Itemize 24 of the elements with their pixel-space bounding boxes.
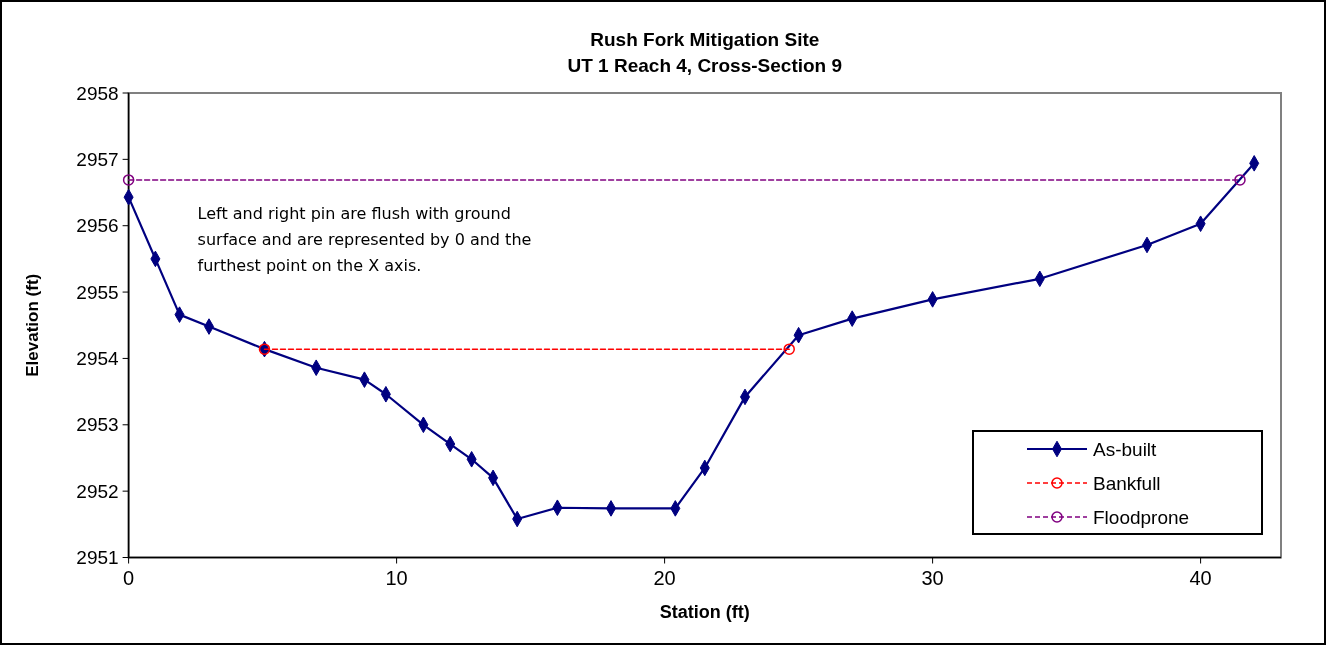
y-tick-label: 2956 <box>76 215 119 237</box>
y-tick-label: 2957 <box>76 149 119 171</box>
y-tick-label: 2954 <box>76 348 120 370</box>
x-axis-title: Station (ft) <box>659 602 750 622</box>
x-tick-label: 10 <box>385 566 408 589</box>
chart-subtitle: UT 1 Reach 4, Cross-Section 9 <box>567 55 843 76</box>
x-tick-label: 40 <box>1189 566 1212 589</box>
legend-label: Floodprone <box>1093 506 1190 528</box>
point <box>122 174 135 186</box>
x-tick-label: 30 <box>921 566 944 589</box>
y-tick-label: 2952 <box>76 480 119 502</box>
point <box>1234 174 1246 186</box>
y-tick-label: 2955 <box>76 281 119 303</box>
x-tick-label: 0 <box>123 566 135 589</box>
y-axis-title: Elevation (ft) <box>23 273 42 377</box>
x-tick-label: 20 <box>653 566 676 589</box>
point <box>783 343 795 355</box>
legend-label: As-built <box>1093 438 1158 460</box>
y-tick-label: 2958 <box>76 82 119 104</box>
annotation: Left and right pin are flush with ground surface and are represented by 0 and the furthest point on the X axis. <box>197 204 532 275</box>
y-tick-label: 2951 <box>76 547 119 569</box>
y-tick-label: 2953 <box>76 414 119 436</box>
chart-title: Rush Fork Mitigation Site <box>590 29 820 50</box>
legend-label: Bankfull <box>1093 472 1161 494</box>
